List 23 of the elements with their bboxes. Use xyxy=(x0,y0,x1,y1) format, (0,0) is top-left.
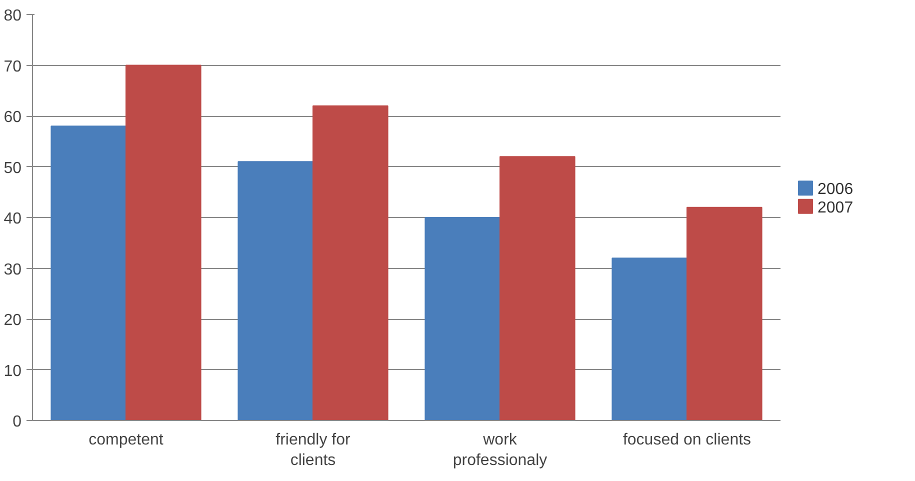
bar xyxy=(686,206,762,420)
x-tick-label: friendly for clients xyxy=(276,432,352,469)
y-tick-label: 60 xyxy=(4,109,22,126)
y-tick-label: 30 xyxy=(4,261,22,278)
y-tick-label: 80 xyxy=(4,8,22,24)
legend-label: 2006 xyxy=(818,181,854,198)
bar xyxy=(612,258,688,420)
y-tick-label: 20 xyxy=(4,312,22,329)
y-tick-label: 40 xyxy=(4,210,22,228)
bar xyxy=(50,126,126,420)
x-tick-label: work professionaly xyxy=(452,432,548,469)
bar xyxy=(126,64,202,420)
bar xyxy=(238,161,314,420)
bar xyxy=(312,105,388,420)
y-tick-label: 50 xyxy=(4,160,22,177)
y-tick-label: 10 xyxy=(4,362,22,380)
y-tick-label: 70 xyxy=(4,58,22,76)
legend-label: 2007 xyxy=(818,199,854,216)
bar xyxy=(500,156,576,420)
x-tick-label: competent xyxy=(88,432,164,448)
y-tick-label: 0 xyxy=(12,414,22,430)
bar xyxy=(424,217,500,420)
x-tick-label: focused on clients xyxy=(622,432,752,448)
